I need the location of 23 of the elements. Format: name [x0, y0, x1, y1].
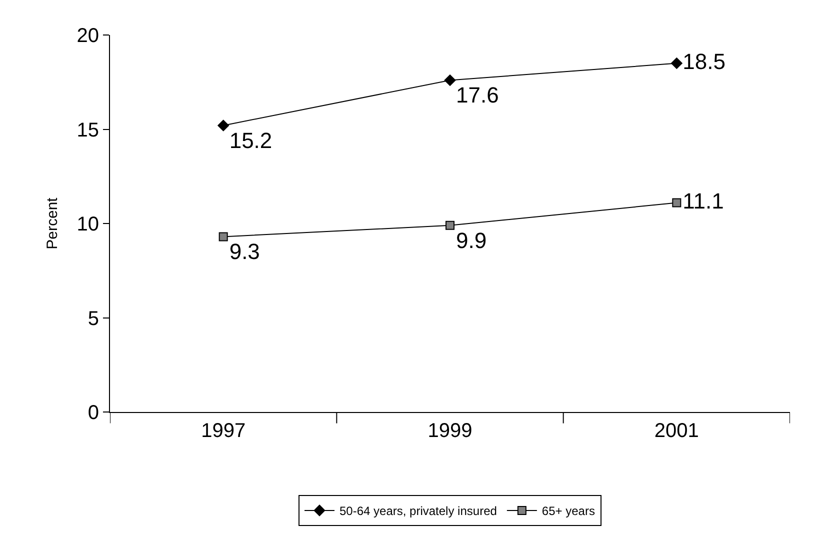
point: [672, 198, 682, 208]
data-label: 18.5: [682, 48, 726, 74]
x-tick-label: 2001: [654, 420, 699, 442]
data-label: 9.3: [229, 239, 260, 264]
y-tick-label: 5: [88, 308, 99, 330]
legend-label: 65+ years: [542, 504, 595, 518]
point: [446, 220, 454, 230]
x-tick-label: 1999: [428, 420, 472, 442]
y-tick-label: 10: [76, 214, 99, 236]
legend-label: 50-64 years, privately insured: [340, 504, 497, 518]
point: [670, 58, 682, 69]
x-tick-label: 1997: [201, 420, 246, 442]
data-label: 11.1: [682, 188, 724, 214]
point: [218, 120, 230, 132]
data-label: 17.6: [456, 82, 499, 108]
point: [444, 74, 456, 86]
y-tick-label: 15: [76, 119, 99, 142]
point: [218, 232, 228, 242]
data-label: 9.9: [456, 228, 487, 253]
data-label: 15.2: [229, 128, 272, 153]
y-tick-label: 0: [88, 402, 99, 424]
y-axis-title: Percent: [44, 196, 61, 250]
y-tick-label: 20: [76, 25, 99, 47]
